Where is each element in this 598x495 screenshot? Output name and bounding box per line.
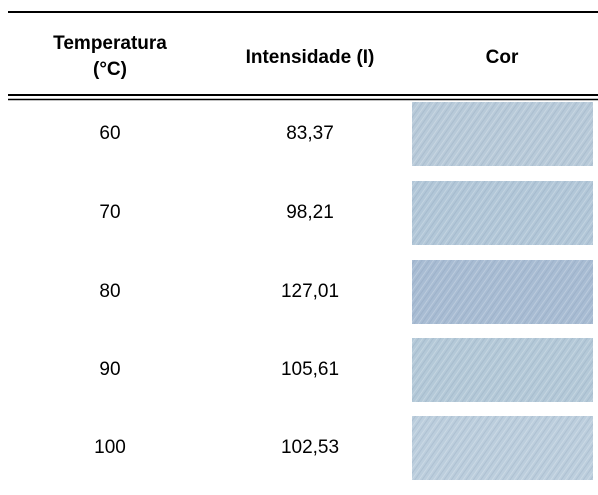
table-cell: 127,01 [281,281,339,302]
header-cell: Cor [486,47,519,68]
table-cell: 80 [99,281,120,302]
table-cell: 102,53 [281,437,339,458]
color-swatch-texture [412,260,593,324]
table-cell: 70 [99,202,120,223]
table-cell: 60 [99,123,120,144]
table-cell: 90 [99,359,120,380]
color-swatch-texture [412,181,593,245]
header-cell: (°C) [93,59,127,80]
header-cell: Temperatura [53,33,167,54]
table-cell: 105,61 [281,359,339,380]
table-cell: 98,21 [286,202,334,223]
header-cell: Intensidade (I) [246,47,375,68]
color-swatch-texture [412,102,593,166]
table-cell: 100 [94,437,126,458]
table-body: 60 83,37 70 98,21 80 127,01 90 105,61 100 102,53 [94,102,593,480]
color-swatch-texture [412,416,593,480]
color-swatch-texture [412,338,593,402]
table-cell: 83,37 [286,123,334,144]
